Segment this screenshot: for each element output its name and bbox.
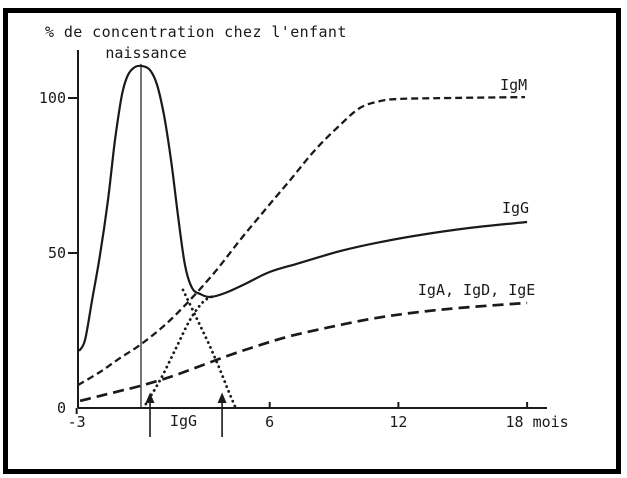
series-iga-igd-ige bbox=[79, 301, 528, 403]
igg-transition-label: IgG bbox=[170, 412, 197, 430]
x-tick-label-1: 6 bbox=[265, 413, 274, 431]
series-label-igg-total: IgG bbox=[502, 199, 529, 217]
y-tick-label-2: 100 bbox=[39, 89, 66, 107]
y-tick-label-1: 50 bbox=[48, 244, 66, 262]
series-igg-maternal-decay bbox=[181, 288, 238, 411]
chart-title: % de concentration chez l'enfant bbox=[45, 23, 347, 41]
series-igg-infant-synthesis bbox=[144, 294, 215, 406]
igg-arrow-head-0 bbox=[145, 392, 155, 403]
naissance-label: naissance bbox=[105, 44, 186, 62]
x-tick-label-3: 18 mois bbox=[505, 413, 568, 431]
chart-frame bbox=[3, 8, 621, 474]
series-label-igm: IgM bbox=[500, 76, 527, 94]
series-igg-total bbox=[78, 64, 528, 352]
y-tick-label-0: 0 bbox=[57, 399, 66, 417]
x-tick-label-0: -3 bbox=[68, 413, 86, 431]
series-label-iga-igd-ige: IgA, IgD, IgE bbox=[418, 281, 535, 299]
igg-arrow-head-1 bbox=[217, 392, 227, 403]
x-tick-label-2: 12 bbox=[389, 413, 407, 431]
series-igm bbox=[77, 95, 526, 387]
